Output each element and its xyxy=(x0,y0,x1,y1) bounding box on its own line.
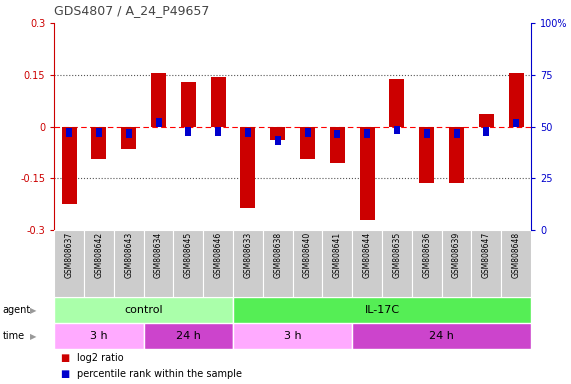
Bar xyxy=(292,230,323,297)
Text: GSM808637: GSM808637 xyxy=(65,232,74,278)
Bar xyxy=(323,230,352,297)
Bar xyxy=(240,127,255,208)
Bar xyxy=(54,230,84,297)
Bar xyxy=(352,230,382,297)
Bar xyxy=(62,127,77,204)
Bar xyxy=(275,136,281,145)
Text: control: control xyxy=(124,305,163,315)
Bar xyxy=(382,230,412,297)
Bar xyxy=(144,323,233,349)
Text: GSM808635: GSM808635 xyxy=(392,232,401,278)
Bar xyxy=(424,129,430,138)
Text: 3 h: 3 h xyxy=(90,331,108,341)
Text: GSM808633: GSM808633 xyxy=(243,232,252,278)
Text: ■: ■ xyxy=(60,369,69,379)
Bar xyxy=(245,128,251,137)
Text: GSM808644: GSM808644 xyxy=(363,232,372,278)
Bar xyxy=(215,127,221,136)
Text: GSM808648: GSM808648 xyxy=(512,232,521,278)
Bar xyxy=(513,119,519,127)
Bar xyxy=(352,323,531,349)
Bar xyxy=(501,230,531,297)
Bar xyxy=(360,127,375,220)
Text: GSM808642: GSM808642 xyxy=(94,232,103,278)
Text: time: time xyxy=(3,331,25,341)
Bar xyxy=(121,127,136,149)
Bar xyxy=(483,127,489,136)
Text: GDS4807 / A_24_P49657: GDS4807 / A_24_P49657 xyxy=(54,4,210,17)
Bar xyxy=(441,230,472,297)
Bar xyxy=(472,230,501,297)
Bar xyxy=(211,77,226,127)
Text: ■: ■ xyxy=(60,353,69,363)
Text: GSM808640: GSM808640 xyxy=(303,232,312,278)
Text: GSM808636: GSM808636 xyxy=(422,232,431,278)
Bar xyxy=(96,128,102,137)
Bar xyxy=(233,230,263,297)
Bar xyxy=(300,127,315,159)
Bar xyxy=(449,127,464,183)
Bar xyxy=(394,126,400,134)
Bar xyxy=(233,297,531,323)
Bar xyxy=(174,230,203,297)
Bar xyxy=(54,297,233,323)
Bar xyxy=(335,130,340,138)
Bar xyxy=(270,127,285,140)
Text: 24 h: 24 h xyxy=(429,331,454,341)
Text: GSM808645: GSM808645 xyxy=(184,232,193,278)
Text: percentile rank within the sample: percentile rank within the sample xyxy=(77,369,242,379)
Bar xyxy=(263,230,292,297)
Bar xyxy=(203,230,233,297)
Bar xyxy=(330,127,345,163)
Bar xyxy=(144,230,174,297)
Text: GSM808646: GSM808646 xyxy=(214,232,223,278)
Text: GSM808643: GSM808643 xyxy=(124,232,133,278)
Bar xyxy=(181,82,196,127)
Bar xyxy=(91,127,106,159)
Text: 3 h: 3 h xyxy=(284,331,301,341)
Bar xyxy=(453,129,460,138)
Bar xyxy=(126,129,132,138)
Bar xyxy=(186,127,191,136)
Bar xyxy=(419,127,434,184)
Bar xyxy=(479,114,494,127)
Text: GSM808638: GSM808638 xyxy=(274,232,282,278)
Text: GSM808641: GSM808641 xyxy=(333,232,342,278)
Bar xyxy=(509,73,524,127)
Bar xyxy=(412,230,441,297)
Bar xyxy=(389,79,404,127)
Bar xyxy=(364,129,370,138)
Bar xyxy=(114,230,144,297)
Text: 24 h: 24 h xyxy=(176,331,201,341)
Text: log2 ratio: log2 ratio xyxy=(77,353,124,363)
Bar xyxy=(304,128,311,137)
Bar xyxy=(233,323,352,349)
Text: GSM808647: GSM808647 xyxy=(482,232,491,278)
Text: IL-17C: IL-17C xyxy=(364,305,400,315)
Bar xyxy=(151,73,166,127)
Text: ▶: ▶ xyxy=(30,332,37,341)
Text: agent: agent xyxy=(3,305,31,315)
Bar xyxy=(66,128,72,137)
Bar xyxy=(84,230,114,297)
Text: GSM808639: GSM808639 xyxy=(452,232,461,278)
Bar xyxy=(155,118,162,127)
Text: GSM808634: GSM808634 xyxy=(154,232,163,278)
Text: ▶: ▶ xyxy=(30,306,37,315)
Bar xyxy=(54,323,144,349)
